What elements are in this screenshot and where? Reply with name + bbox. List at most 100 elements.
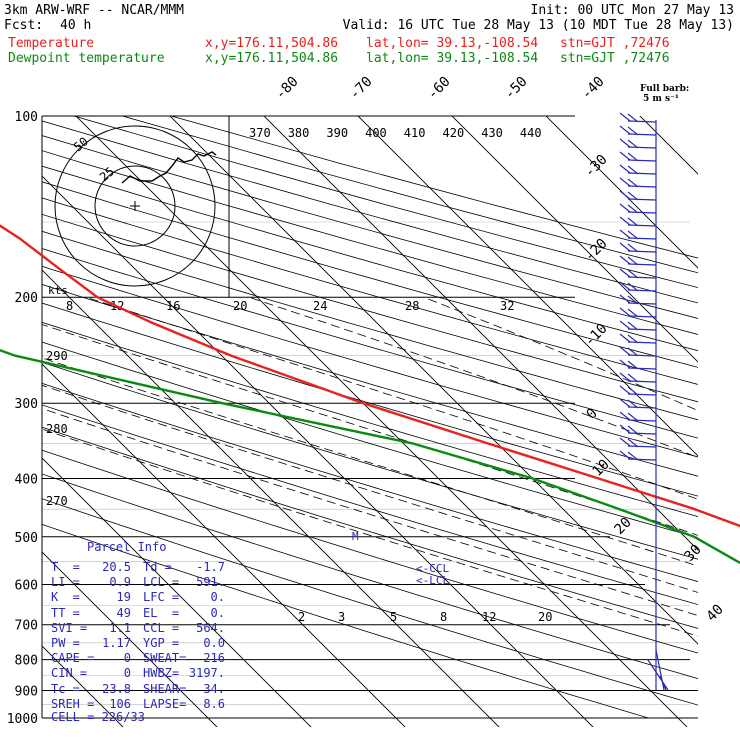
wind-barb bbox=[619, 320, 657, 331]
temp-xy: x,y=176.11,504.86 bbox=[205, 36, 339, 51]
parcel-value: 1.1 bbox=[109, 620, 131, 635]
theta-label: 370 bbox=[249, 126, 271, 140]
dry-adiabat bbox=[42, 248, 698, 439]
theta-label: 420 bbox=[443, 126, 465, 140]
dry-adiabat bbox=[42, 473, 698, 680]
lcl-marker: <-LCL bbox=[416, 574, 449, 587]
wind-barb bbox=[619, 281, 657, 292]
pressure-label-700: 700 bbox=[15, 619, 38, 634]
theta-label-left: 290 bbox=[46, 349, 68, 363]
wind-barb bbox=[619, 450, 657, 461]
wind-barb bbox=[619, 268, 657, 279]
parcel-value: 0 bbox=[123, 651, 131, 666]
dry-adiabat bbox=[42, 449, 698, 654]
hodograph-ring bbox=[54, 125, 216, 287]
parcel-key: CCL = bbox=[143, 620, 180, 635]
wind-barb bbox=[619, 372, 657, 383]
mixing-ratio-label: 20 bbox=[538, 610, 552, 624]
dewpoint-legend: Dewpoint temperature bbox=[8, 51, 165, 66]
wind-barb bbox=[619, 164, 657, 175]
parcel-key: CIN = bbox=[51, 666, 88, 681]
wind-barb bbox=[619, 294, 657, 305]
wind-barb bbox=[619, 177, 657, 188]
parcel-row: CIN = 0 HWBZ= 3197. bbox=[43, 666, 233, 680]
parcel-value: 23.8 bbox=[102, 681, 131, 696]
parcel-value: 20.5 bbox=[102, 560, 131, 574]
hodograph-ring-label: 50 bbox=[71, 134, 91, 154]
isotherm-label: -70 bbox=[347, 74, 376, 103]
valid-time: Valid: 16 UTC Tue 28 May 13 (10 MDT Tue … bbox=[342, 18, 734, 33]
wind-barb bbox=[619, 138, 657, 149]
isotherm-label: -50 bbox=[502, 74, 531, 103]
wind-barb bbox=[619, 203, 657, 214]
isotherm-label: -20 bbox=[582, 236, 611, 265]
wind-barb bbox=[619, 359, 657, 370]
theta-label-left: 280 bbox=[46, 422, 68, 436]
temperature-legend: Temperature bbox=[8, 36, 95, 51]
isotherm bbox=[42, 269, 500, 727]
forecast-hours: 40 h bbox=[60, 18, 92, 33]
wind-barbs bbox=[619, 112, 669, 691]
parcel-key: SWEAT= bbox=[143, 651, 187, 666]
parcel-key: SVI = bbox=[51, 620, 88, 635]
isotherm-label: 30 bbox=[682, 542, 705, 565]
wind-barb bbox=[619, 125, 657, 136]
dew-station: stn=GJT ,72476 bbox=[560, 51, 670, 66]
parcel-key: K = bbox=[51, 590, 80, 605]
moist-adiabat bbox=[42, 384, 698, 593]
wind-barb-low bbox=[647, 649, 669, 691]
isotherm bbox=[42, 457, 312, 727]
isotherm bbox=[75, 116, 688, 727]
pressure-label-400: 400 bbox=[15, 472, 38, 487]
parcel-key: LAPSE= bbox=[143, 696, 187, 711]
dry-adiabat bbox=[42, 341, 698, 538]
dry-adiabat bbox=[42, 426, 698, 629]
parcel-key: LFC = bbox=[143, 590, 180, 605]
isotherm bbox=[42, 363, 406, 727]
wind-barb bbox=[619, 333, 657, 344]
dry-adiabat bbox=[42, 321, 698, 517]
parcel-key: EL = bbox=[143, 605, 180, 620]
parcel-value: 8.6 bbox=[203, 696, 225, 711]
parcel-value: 0.9 bbox=[109, 575, 131, 590]
parcel-key: SHEAR= bbox=[143, 681, 187, 696]
parcel-value: 1.17 bbox=[102, 636, 131, 650]
parcel-key: T = bbox=[51, 560, 80, 574]
parcel-value: 34. bbox=[203, 681, 225, 696]
theta-label: 390 bbox=[326, 126, 348, 140]
isotherm bbox=[639, 116, 698, 175]
theta-label: 430 bbox=[481, 126, 503, 140]
parcel-value: 19 bbox=[116, 590, 131, 605]
wind-barb bbox=[619, 255, 657, 266]
dry-adiabat bbox=[42, 197, 698, 385]
parcel-key: Tc = bbox=[51, 681, 80, 696]
mixing-ratio-label: 8 bbox=[440, 610, 447, 624]
dewpoint-trace bbox=[0, 348, 740, 564]
skew-t-grid bbox=[42, 103, 740, 731]
parcel-value: 49 bbox=[116, 605, 131, 620]
parcel-row: T = 20.5 Td = -1.7 bbox=[43, 560, 233, 574]
theta-label: 400 bbox=[365, 126, 387, 140]
isotherm bbox=[357, 116, 698, 457]
parcel-info-panel: Parcel Info T = 20.5 Td = -1.7 LI = 0.9 LCL = 5… bbox=[43, 538, 233, 726]
dry-adiabat bbox=[42, 498, 698, 706]
parcel-row: LI = 0.9 LCL = 591. bbox=[43, 575, 233, 589]
isotherm bbox=[721, 103, 740, 731]
dry-adiabat bbox=[42, 404, 698, 606]
isobar-lines bbox=[41, 115, 698, 719]
parcel-value: 564. bbox=[196, 620, 225, 635]
parcel-value: 216 bbox=[203, 651, 225, 666]
moist-adiabat bbox=[42, 324, 698, 536]
dry-adiabat bbox=[42, 523, 649, 719]
isotherm bbox=[545, 116, 698, 269]
speed-label: 8 bbox=[66, 299, 73, 313]
isotherm-label: -80 bbox=[273, 74, 302, 103]
pressure-label-300: 300 bbox=[15, 397, 38, 412]
parcel-key: Td = bbox=[143, 560, 172, 574]
dew-latlon: lat,lon= 39.13,-108.54 bbox=[366, 51, 539, 66]
speed-label: 20 bbox=[233, 299, 247, 313]
hodograph-trace bbox=[121, 151, 217, 184]
wind-barb bbox=[619, 216, 657, 227]
mixing-ratio-label: 2 bbox=[298, 610, 305, 624]
pressure-label-900: 900 bbox=[15, 684, 38, 699]
